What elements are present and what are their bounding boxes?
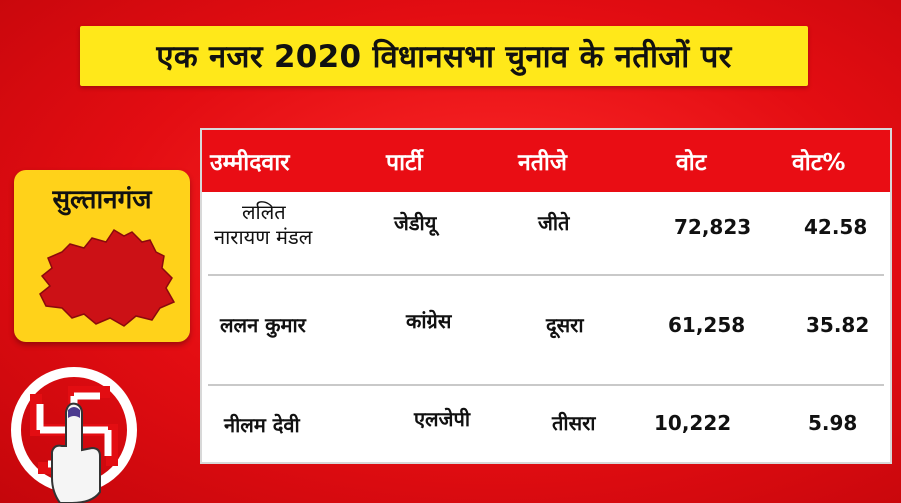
page-title: एक नजर 2020 विधानसभा चुनाव के नतीजों पर — [156, 39, 732, 75]
vote-percentage: 35.82 — [806, 312, 870, 337]
vote-percentage: 5.98 — [808, 410, 858, 435]
result-status: तीसरा — [552, 410, 596, 435]
party-name: एलजेपी — [414, 406, 470, 431]
vote-percentage: 42.58 — [804, 214, 868, 239]
vote-count: 10,222 — [654, 410, 732, 435]
column-header-result: नतीजे — [518, 150, 567, 176]
candidate-name: नीलम देवी — [224, 412, 300, 437]
column-header-party: पार्टी — [386, 150, 423, 176]
candidate-name: ललित नारायण मंडल — [214, 200, 374, 250]
party-name: जेडीयू — [394, 210, 437, 235]
row-divider — [208, 274, 884, 276]
vote-count: 72,823 — [674, 214, 752, 239]
header-banner: एक नजर 2020 विधानसभा चुनाव के नतीजों पर — [80, 26, 808, 86]
result-status: जीते — [538, 210, 570, 235]
voting-finger-swastika-icon — [11, 367, 137, 503]
constituency-badge: सुल्तानगंज — [14, 170, 190, 342]
candidate-name-line: नारायण मंडल — [214, 225, 313, 249]
result-status: दूसरा — [546, 312, 584, 337]
column-header-vote-percent: वोट% — [792, 150, 846, 176]
vote-count: 61,258 — [668, 312, 746, 337]
party-name: कांग्रेस — [406, 308, 452, 333]
column-header-candidate: उम्मीदवार — [210, 150, 290, 176]
candidate-name: ललन कुमार — [220, 312, 306, 337]
row-divider — [208, 384, 884, 386]
results-table: उम्मीदवार पार्टी नतीजे वोट वोट% ललित नार… — [200, 128, 892, 464]
constituency-name: सुल्तानगंज — [52, 185, 152, 215]
candidate-name-line: ललित — [242, 200, 286, 224]
district-map-icon — [39, 228, 176, 327]
column-header-votes: वोट — [676, 150, 707, 176]
table-header-row — [202, 130, 890, 192]
